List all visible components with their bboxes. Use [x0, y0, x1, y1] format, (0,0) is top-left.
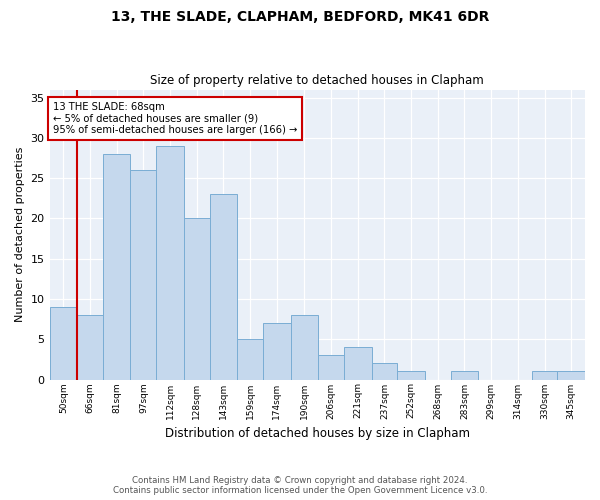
X-axis label: Distribution of detached houses by size in Clapham: Distribution of detached houses by size … — [165, 427, 470, 440]
Bar — [557, 372, 585, 380]
Bar — [397, 372, 425, 380]
Bar — [237, 339, 263, 380]
Bar — [77, 315, 103, 380]
Bar — [290, 315, 318, 380]
Bar — [532, 372, 557, 380]
Title: Size of property relative to detached houses in Clapham: Size of property relative to detached ho… — [151, 74, 484, 87]
Bar — [50, 307, 77, 380]
Y-axis label: Number of detached properties: Number of detached properties — [15, 147, 25, 322]
Text: 13, THE SLADE, CLAPHAM, BEDFORD, MK41 6DR: 13, THE SLADE, CLAPHAM, BEDFORD, MK41 6D… — [111, 10, 489, 24]
Text: 13 THE SLADE: 68sqm
← 5% of detached houses are smaller (9)
95% of semi-detached: 13 THE SLADE: 68sqm ← 5% of detached hou… — [53, 102, 298, 135]
Bar — [156, 146, 184, 380]
Bar — [209, 194, 237, 380]
Bar — [451, 372, 478, 380]
Text: Contains HM Land Registry data © Crown copyright and database right 2024.
Contai: Contains HM Land Registry data © Crown c… — [113, 476, 487, 495]
Bar — [263, 323, 290, 380]
Bar — [184, 218, 209, 380]
Bar — [344, 348, 371, 380]
Bar — [371, 364, 397, 380]
Bar — [103, 154, 130, 380]
Bar — [318, 356, 344, 380]
Bar — [130, 170, 156, 380]
